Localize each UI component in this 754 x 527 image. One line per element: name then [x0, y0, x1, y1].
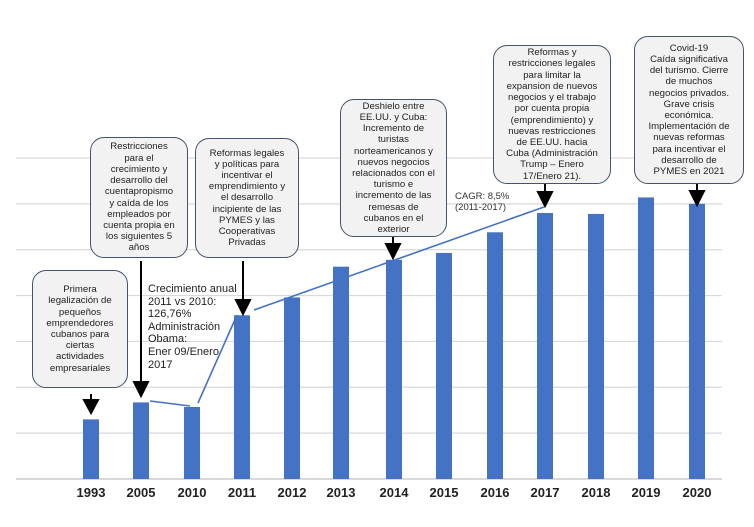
- x-tick-label: 2011: [227, 485, 257, 500]
- x-tick-label: 2013: [326, 485, 356, 500]
- arrow-2020: [688, 183, 706, 208]
- bar-2014: [386, 259, 402, 479]
- bar-2011: [234, 315, 250, 479]
- arrow-2011: [234, 261, 252, 317]
- annotation-2005: Restricciones para el crecimiento y desa…: [90, 137, 188, 258]
- arrow-2017: [536, 183, 554, 209]
- bar-2012: [284, 297, 300, 479]
- trend-line-2011-2017: [253, 206, 545, 311]
- bar-2010: [184, 407, 200, 479]
- x-tick-label: 2015: [429, 485, 459, 500]
- annotation-2020: Covid-19 Caída significativa del turismo…: [634, 36, 744, 184]
- annotation-2011: Reformas legales y políticas para incent…: [195, 138, 299, 258]
- x-tick-label: 2018: [581, 485, 611, 500]
- cagr-note: CAGR: 8,5% (2011-2017): [455, 191, 510, 213]
- bar-2005: [133, 402, 149, 479]
- arrow-1993: [82, 394, 100, 416]
- x-tick-label: 2014: [379, 485, 409, 500]
- bar-2020: [689, 203, 705, 479]
- bar-2013: [333, 266, 349, 479]
- annotation-2014: Deshielo entre EE.UU. y Cuba: Incremento…: [340, 99, 447, 237]
- x-tick-label: 2016: [480, 485, 510, 500]
- x-tick-label: 2017: [530, 485, 560, 500]
- arrow-2005: [132, 261, 150, 399]
- bar-2016: [487, 232, 503, 479]
- trend-line-2005-2010: [149, 400, 191, 407]
- x-tick-label: 2010: [177, 485, 207, 500]
- trend-line-2010-2011: [197, 314, 238, 404]
- bar-2015: [436, 252, 452, 479]
- x-tick-label: 2005: [126, 485, 156, 500]
- annotation-1993: Primera legalización de pequeños emprend…: [32, 270, 128, 388]
- bar-2019: [638, 197, 654, 480]
- x-tick-label: 2019: [631, 485, 661, 500]
- bar-1993: [83, 419, 99, 479]
- x-tick-label: 2012: [277, 485, 307, 500]
- bar-2018: [588, 213, 604, 479]
- x-tick-label: 2020: [682, 485, 712, 500]
- bar-2017: [537, 213, 553, 479]
- annotation-2017: Reformas y restricciones legales para li…: [493, 45, 611, 184]
- x-tick-label: 1993: [76, 485, 106, 500]
- growth-note: Crecimiento anual 2011 vs 2010: 126,76% …: [148, 283, 237, 371]
- arrow-2014: [384, 236, 402, 261]
